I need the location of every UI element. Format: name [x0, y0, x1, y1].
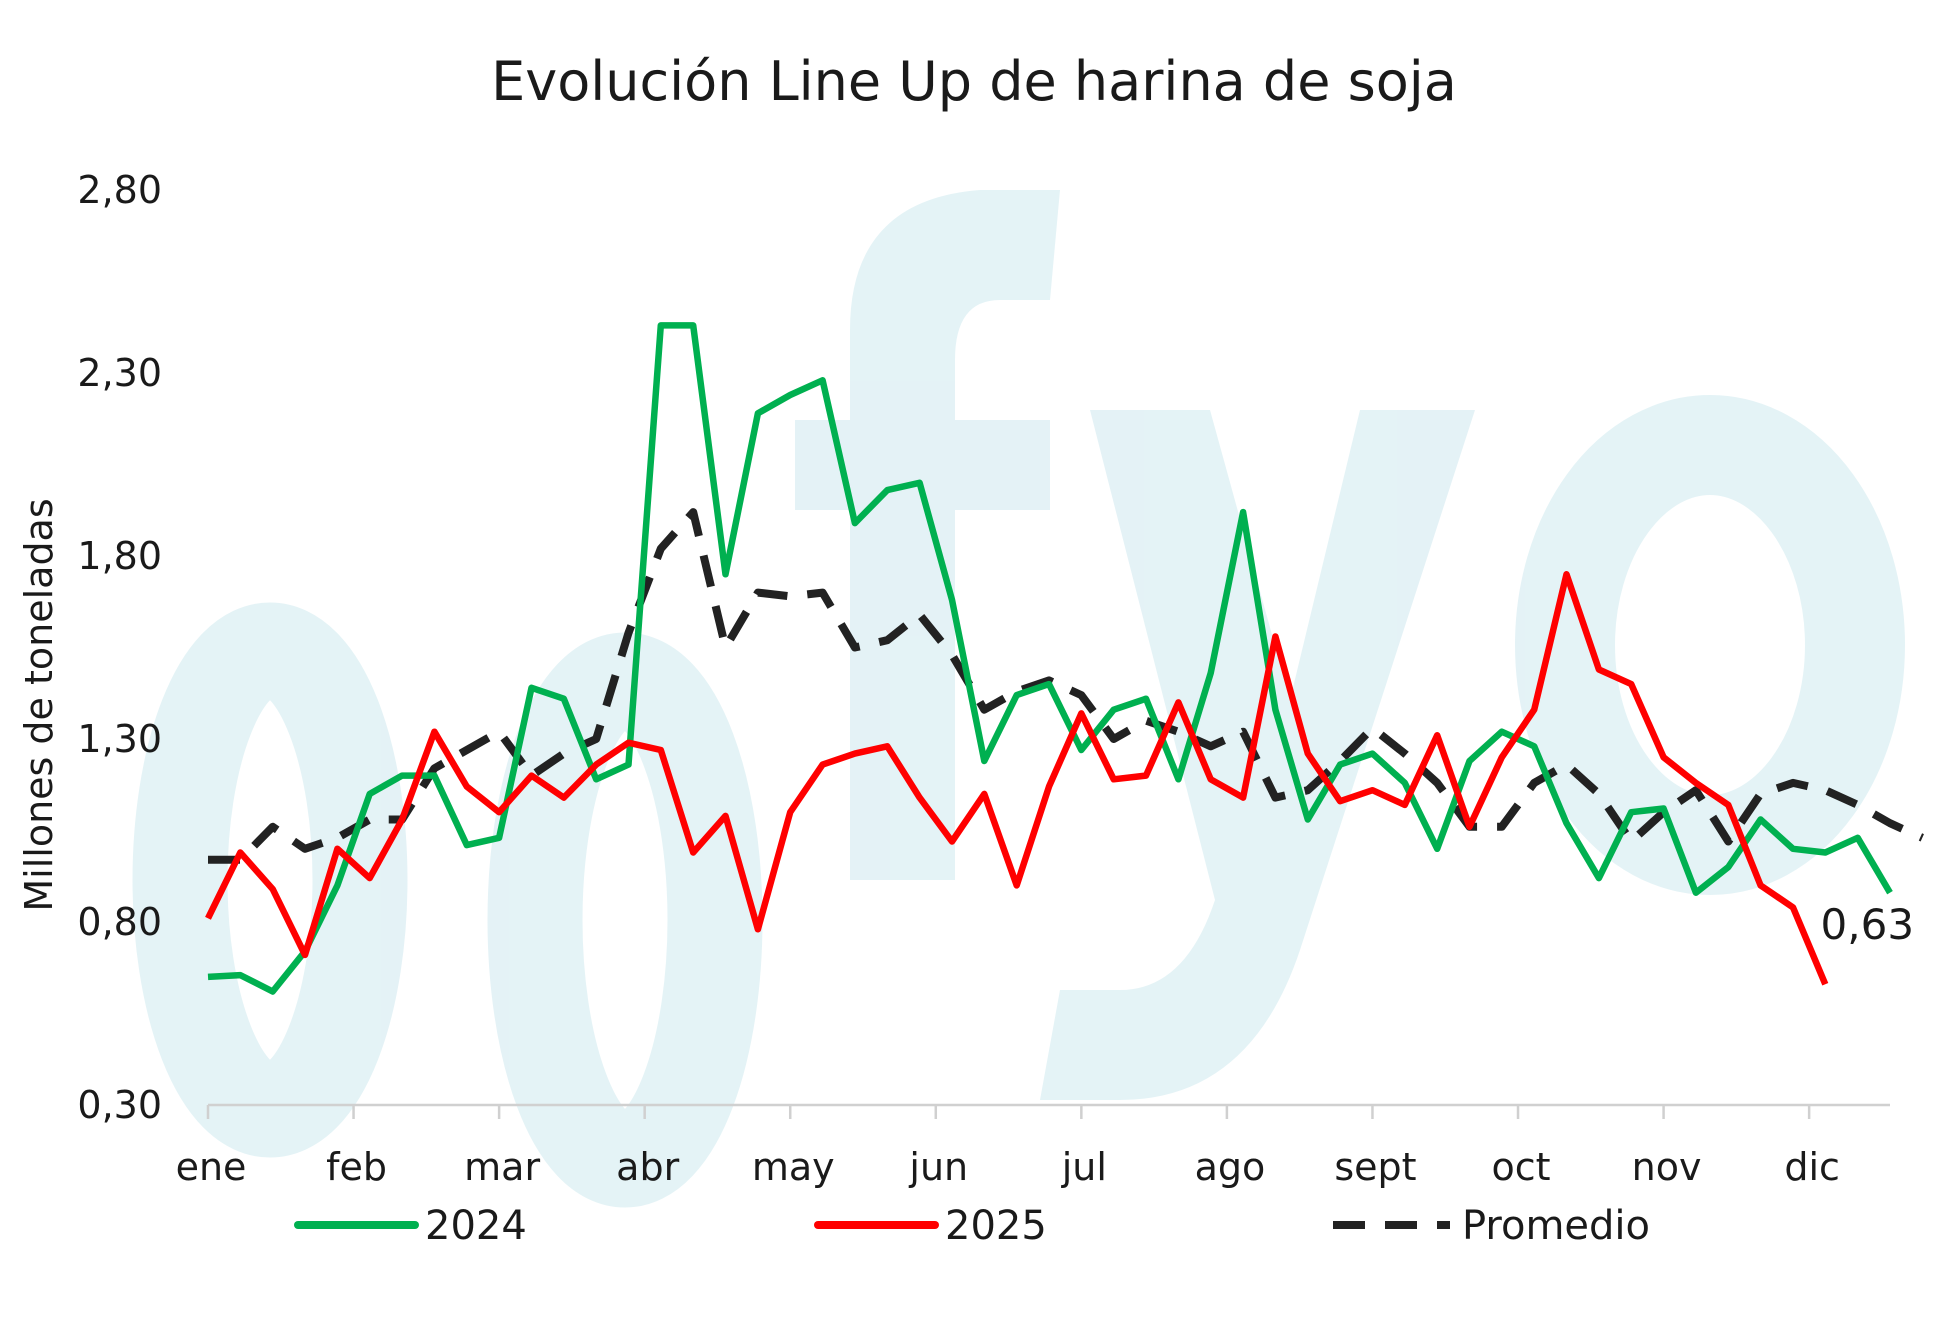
- legend-item-2024[interactable]: 2024: [294, 1203, 527, 1249]
- legend: 2024 2025 Promedio: [294, 1203, 1650, 1249]
- series-layer: [205, 322, 1924, 995]
- y-tick-label: 1,80: [77, 534, 162, 578]
- x-tick-label: jul: [1061, 1145, 1107, 1189]
- legend-label-2025: 2025: [945, 1203, 1047, 1249]
- x-tick-label: dic: [1784, 1145, 1840, 1189]
- legend-label-promedio: Promedio: [1462, 1203, 1650, 1249]
- x-tick-label: oct: [1491, 1145, 1550, 1189]
- legend-item-2025[interactable]: 2025: [814, 1203, 1047, 1249]
- y-tick-label: 0,30: [77, 1083, 162, 1127]
- y-tick-label: 2,30: [77, 351, 162, 395]
- y-axis-ticks: 0,30 0,80 1,30 1,80 2,30 2,80: [77, 168, 162, 1127]
- series-line-2025[interactable]: [205, 571, 1829, 986]
- x-tick-label: sept: [1334, 1145, 1416, 1189]
- x-tick-label: abr: [616, 1145, 679, 1189]
- x-tick-label: jun: [908, 1145, 968, 1189]
- y-axis-label: Millones de toneladas: [17, 498, 61, 911]
- x-tick-label: ene: [176, 1145, 247, 1189]
- x-axis: ene feb mar abr may jun jul ago sept oct nov dic: [176, 1103, 1890, 1189]
- chart-title: Evolución Line Up de harina de soja: [491, 50, 1457, 113]
- y-tick-label: 0,80: [77, 900, 162, 944]
- x-tick-label: nov: [1632, 1145, 1702, 1189]
- x-tick-label: ago: [1195, 1145, 1266, 1189]
- y-tick-label: 1,30: [77, 717, 162, 761]
- legend-item-promedio[interactable]: Promedio: [1333, 1203, 1650, 1249]
- legend-label-2024: 2024: [425, 1203, 527, 1249]
- last-value-annotation: 0,63: [1821, 900, 1915, 949]
- x-axis-ticks: ene feb mar abr may jun jul ago sept oct nov dic: [176, 1105, 1840, 1189]
- x-tick-label: may: [752, 1145, 835, 1189]
- y-tick-label: 2,80: [77, 168, 162, 212]
- x-tick-label: feb: [326, 1145, 387, 1189]
- series-line-2024[interactable]: [207, 322, 1893, 995]
- x-tick-label: mar: [464, 1145, 540, 1189]
